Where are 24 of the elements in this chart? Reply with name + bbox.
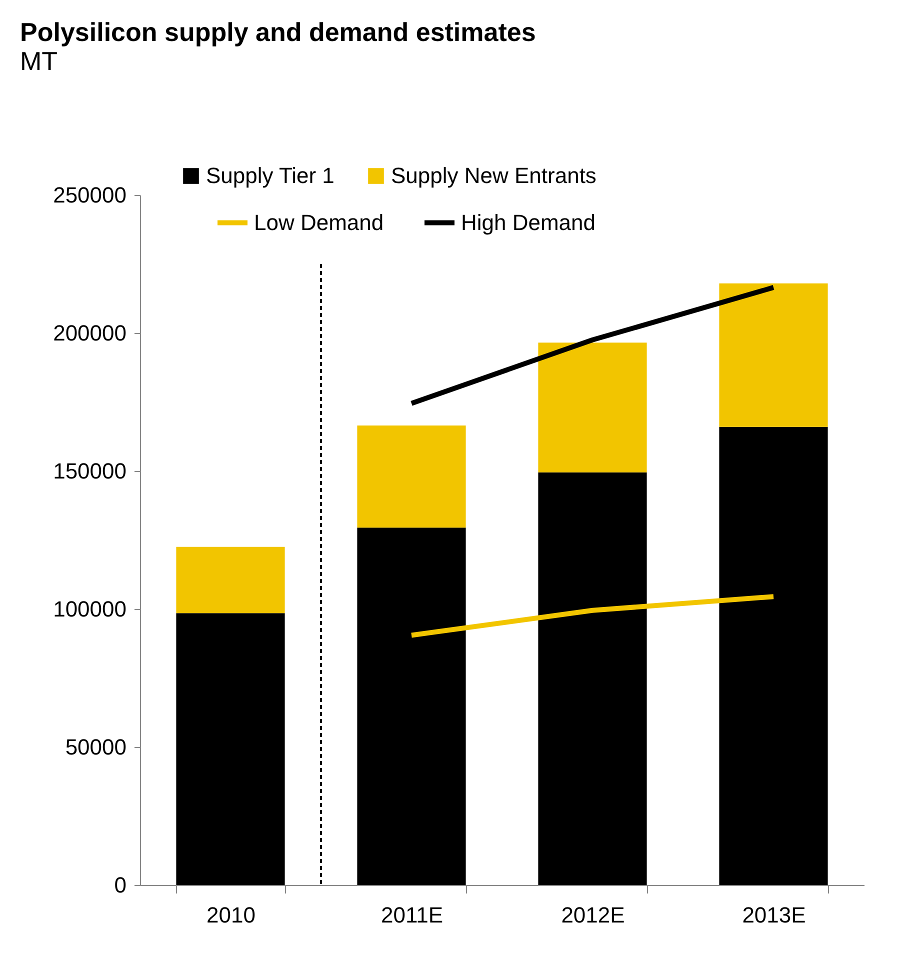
bar [538,472,647,885]
y-tick-label: 100000 [53,596,126,622]
chart-subtitle: MT [20,46,58,76]
chart-title: Polysilicon supply and demand estimates [20,17,536,47]
y-tick-label: 250000 [53,182,126,208]
legend-label: High Demand [461,210,596,235]
x-tick-label: 2011E [381,902,443,928]
x-tick-label: 2010 [206,902,256,928]
y-tick-label: 150000 [53,458,126,484]
bar [176,613,285,885]
y-tick-label: 50000 [65,734,126,760]
bar [357,528,466,885]
bar [357,425,466,528]
legend-label: Low Demand [254,210,384,235]
y-tick-label: 0 [114,872,126,898]
x-tick-label: 2013E [742,902,806,928]
legend-label: Supply New Entrants [391,163,596,188]
bar [538,342,647,472]
bar [719,426,828,885]
y-tick-label: 200000 [53,320,126,346]
bar [719,283,828,427]
legend-label: Supply Tier 1 [206,163,334,188]
bar [176,546,285,614]
x-tick-label: 2012E [561,902,625,928]
